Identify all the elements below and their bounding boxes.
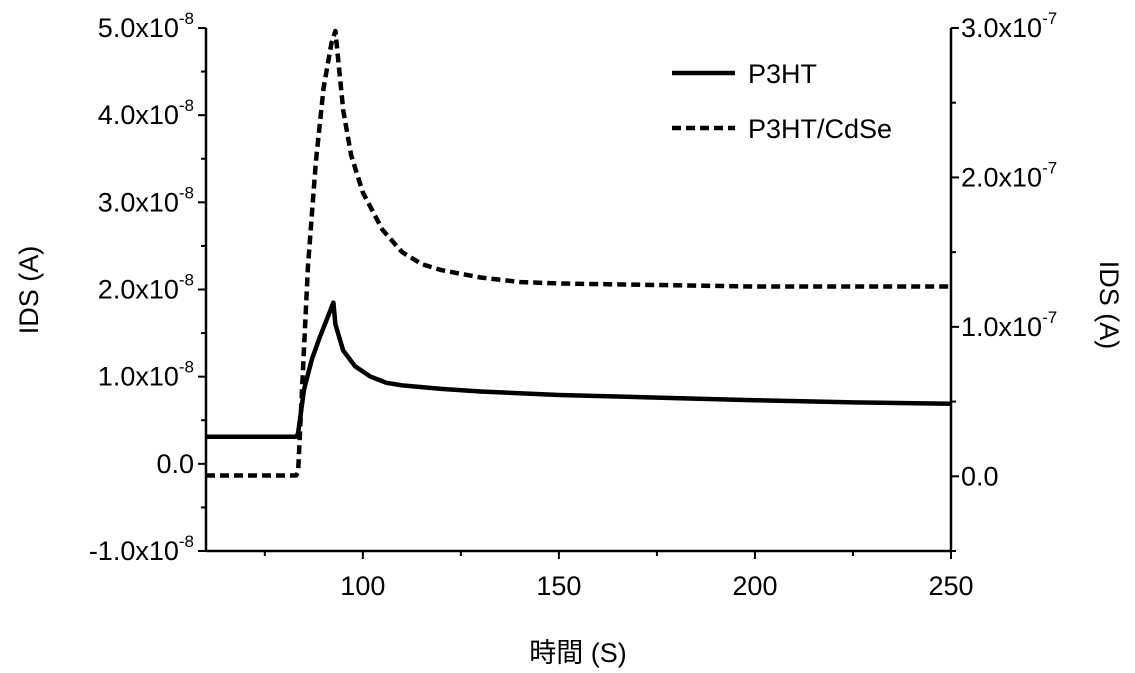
y-axis-right-title: IDS (A) (1094, 261, 1124, 350)
x-tick-label: 200 (732, 571, 777, 601)
legend-label: P3HT/CdSe (748, 114, 892, 144)
y-left-tick-label: 2.0x10-8 (98, 271, 194, 305)
y-left-tick-label: 4.0x10-8 (98, 96, 194, 130)
y-right-tick-label: 3.0x10-7 (961, 9, 1057, 43)
y-left-tick-label: 1.0x10-8 (98, 358, 194, 392)
y-left-tick-label: 3.0x10-8 (98, 183, 194, 217)
x-tick-label: 100 (340, 571, 385, 601)
y-right-tick-label: 1.0x10-7 (961, 308, 1057, 342)
x-tick-label: 250 (928, 571, 973, 601)
y-right-tick-label: 2.0x10-7 (961, 158, 1057, 192)
legend-label: P3HT (748, 59, 817, 89)
y-left-tick-label: 5.0x10-8 (98, 9, 194, 43)
x-axis-title: 時間 (S) (529, 638, 627, 668)
y-axis-left-title: IDS (A) (14, 246, 44, 335)
series-line-p3ht (206, 300, 952, 440)
y-axis-left: -1.0x10-8 0.0 1.0x10-8 2.0x10-8 3.0x10-8 4.0x… (89, 9, 206, 566)
y-left-tick-label: -1.0x10-8 (89, 532, 194, 566)
y-left-tick-label: 0.0 (156, 449, 194, 479)
x-tick-label: 150 (536, 571, 581, 601)
y-axis-right: 0.0 1.0x10-7 2.0x10-7 3.0x10-7 (951, 9, 1057, 552)
x-axis: 100 150 200 250 (263, 551, 974, 601)
plot-frame (204, 28, 953, 553)
legend: P3HT P3HT/CdSe (672, 59, 892, 144)
series-line-p3ht-cdse (206, 28, 951, 478)
y-right-tick-label: 0.0 (961, 461, 999, 491)
series-layer (206, 28, 952, 478)
